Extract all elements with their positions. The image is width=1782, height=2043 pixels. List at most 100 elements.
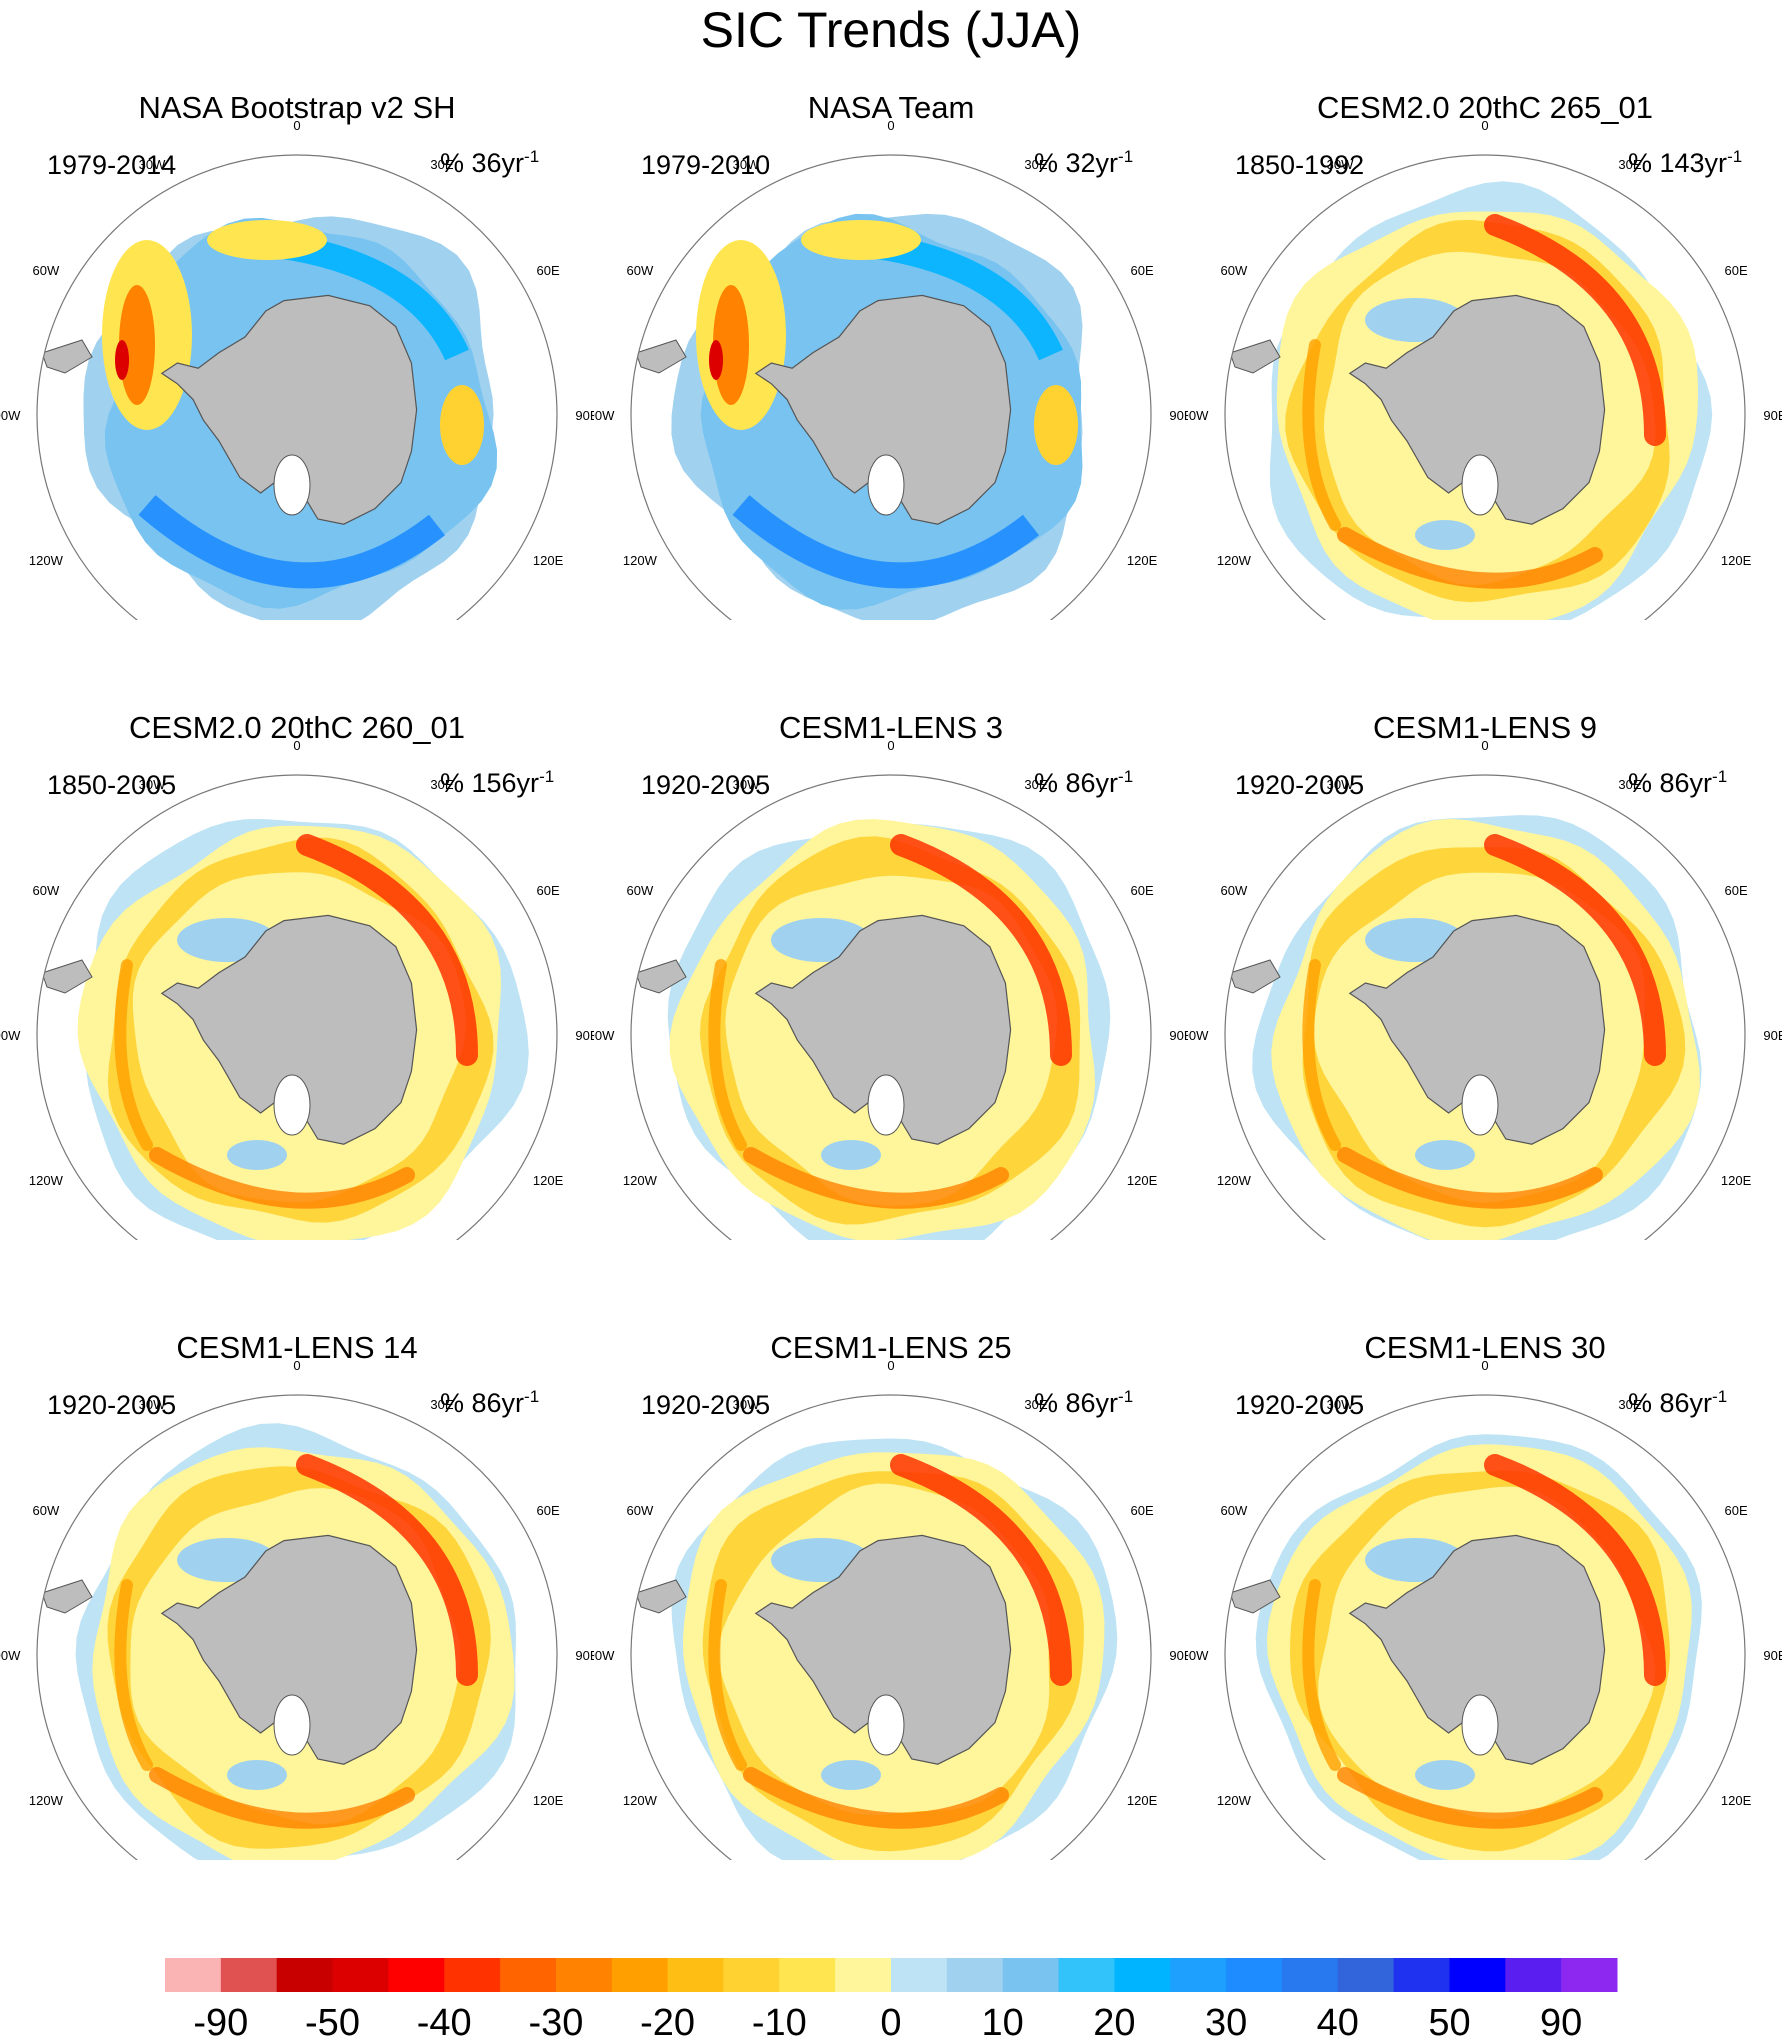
ice-shelf (273, 1694, 311, 1756)
longitude-label: 30E (1618, 1397, 1641, 1412)
colorbar-swatch (444, 1958, 501, 1992)
longitude-label: 0 (1481, 738, 1488, 753)
longitude-label: 90W (594, 1028, 615, 1043)
antarctica-landmass (754, 1534, 1012, 1765)
panel-units: % 143yr-1 (1628, 147, 1742, 179)
longitude-label: 120W (623, 1173, 658, 1188)
trend-region (119, 285, 155, 405)
map-panel: 030E60E90E120E150E180150W120W90W60W30WCE… (0, 620, 594, 1240)
antarctica-landmass (1348, 914, 1606, 1145)
panel-units: % 86yr-1 (1628, 767, 1727, 799)
longitude-label: 60E (537, 1503, 560, 1518)
trend-region (1415, 1760, 1475, 1790)
units-text: % 86yr (1628, 768, 1713, 798)
units-text: % 32yr (1034, 148, 1119, 178)
trend-band (1484, 214, 1666, 446)
longitude-label: 30E (430, 157, 453, 172)
trend-region (1034, 385, 1078, 465)
colorbar-swatch (555, 1958, 613, 1992)
south-america-landmass (635, 1579, 687, 1614)
antarctica-landmass (1348, 1534, 1606, 1765)
map-boundary (1224, 154, 1746, 620)
trend-region (801, 220, 921, 260)
longitude-label: 120E (1127, 1793, 1158, 1808)
longitude-label: 90E (575, 408, 594, 423)
longitude-label: 60E (537, 883, 560, 898)
longitude-label: 30E (430, 777, 453, 792)
longitude-label: 90W (0, 1648, 21, 1663)
longitude-label: 30W (139, 157, 166, 172)
south-america-landmass (41, 339, 93, 374)
polar-map: 030E60E90E120E150E180150W120W90W60W30W (1188, 118, 1782, 620)
longitude-label: 30E (1024, 1397, 1047, 1412)
trend-region (227, 1140, 287, 1170)
panel-period: 1979-2014 (47, 150, 177, 180)
trend-band (743, 1147, 1009, 1209)
units-text: % 86yr (1034, 1388, 1119, 1418)
panel-title: NASA Bootstrap v2 SH (138, 90, 456, 125)
longitude-label: 120W (29, 553, 64, 568)
longitude-label: 90W (0, 1028, 21, 1043)
longitude-label: 120E (1721, 553, 1752, 568)
colorbar-swatch (1561, 1958, 1618, 1992)
panel-period: 1920-2005 (47, 1390, 177, 1420)
longitude-label: 120W (1217, 1793, 1252, 1808)
longitude-label: 90W (1188, 408, 1209, 423)
colorbar-label: -40 (417, 2002, 472, 2043)
ice-shelf (1461, 1074, 1499, 1136)
longitude-label: 60W (1221, 883, 1248, 898)
longitude-label: 60W (627, 883, 654, 898)
units-text: % 143yr (1628, 148, 1728, 178)
map-boundary (630, 1394, 1152, 1860)
antarctica-landmass (160, 294, 418, 525)
map-panel: 030E60E90E120E150E180150W120W90W60W30WCE… (0, 1240, 594, 1860)
longitude-label: 120E (1127, 1173, 1158, 1188)
longitude-label: 60W (1221, 1503, 1248, 1518)
map-panel: 030E60E90E120E150E180150W120W90W60W30WNA… (0, 0, 594, 620)
longitude-label: 120E (1721, 1173, 1752, 1188)
longitude-label: 90W (0, 408, 21, 423)
longitude-label: 120W (1217, 1173, 1252, 1188)
longitude-label: 90E (1763, 408, 1782, 423)
longitude-label: 90W (1188, 1028, 1209, 1043)
longitude-label: 60W (627, 263, 654, 278)
longitude-label: 90W (1188, 1648, 1209, 1663)
trend-region (115, 340, 129, 380)
south-america-landmass (41, 1579, 93, 1614)
south-america-landmass (635, 959, 687, 994)
panel-title: CESM2.0 20thC 265_01 (1316, 90, 1654, 125)
colorbar-swatch (1281, 1958, 1339, 1992)
antarctica-landmass (754, 914, 1012, 1145)
longitude-label: 120E (1721, 1793, 1752, 1808)
colorbar-swatch (1226, 1958, 1283, 1992)
longitude-label: 120E (533, 553, 564, 568)
trend-band (296, 834, 478, 1066)
units-exponent: -1 (1712, 767, 1728, 786)
trend-band (114, 959, 153, 1151)
colorbar-label: 50 (1428, 2002, 1470, 2043)
ice-shelf (1461, 454, 1499, 516)
colorbar-swatch (388, 1958, 445, 1992)
polar-map: 030E60E90E120E150E180150W120W90W60W30W (594, 118, 1188, 620)
colorbar-swatch (1393, 1958, 1450, 1992)
longitude-label: 90E (1169, 1028, 1188, 1043)
map-boundary (1224, 774, 1746, 1240)
map-panel: 030E60E90E120E150E180150W120W90W60W30WCE… (1188, 0, 1782, 620)
colorbar-swatch (1002, 1958, 1060, 1992)
trend-region (709, 340, 723, 380)
panel-period: 1850-1992 (1235, 150, 1365, 180)
trend-band (1484, 1454, 1666, 1686)
longitude-label: 120E (533, 1793, 564, 1808)
longitude-label: 0 (887, 738, 894, 753)
units-exponent: -1 (524, 1387, 540, 1406)
longitude-label: 60E (1725, 883, 1748, 898)
colorbar-swatch (779, 1958, 836, 1992)
colorbar-label: 0 (880, 2002, 901, 2043)
panel-title: NASA Team (807, 90, 975, 125)
colorbar-label: 10 (982, 2002, 1024, 2043)
panel-units: % 156yr-1 (440, 767, 554, 799)
trend-band (138, 495, 446, 589)
colorbar-swatch (500, 1958, 557, 1992)
longitude-label: 60E (537, 263, 560, 278)
colorbar-swatch (723, 1958, 780, 1992)
